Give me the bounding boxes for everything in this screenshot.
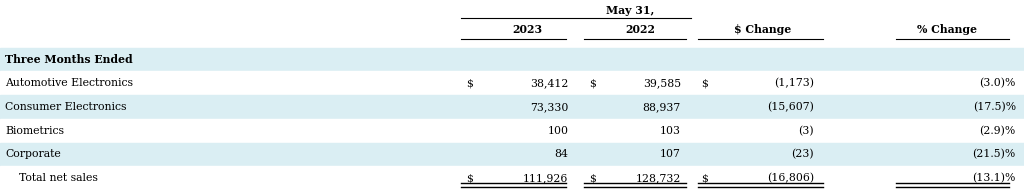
Text: 2022: 2022 — [625, 24, 655, 35]
Bar — [0, 142, 1024, 166]
Text: (1,173): (1,173) — [774, 78, 814, 88]
Text: Consumer Electronics: Consumer Electronics — [5, 102, 127, 112]
Text: Biometrics: Biometrics — [5, 126, 65, 136]
Text: (13.1)%: (13.1)% — [973, 173, 1016, 183]
Bar — [0, 166, 1024, 190]
Text: $: $ — [589, 78, 596, 88]
Text: 73,330: 73,330 — [530, 102, 568, 112]
Text: $ Change: $ Change — [734, 24, 792, 35]
Text: 88,937: 88,937 — [643, 102, 681, 112]
Text: (15,607): (15,607) — [767, 102, 814, 112]
Bar — [0, 95, 1024, 119]
Bar — [0, 48, 1024, 71]
Text: Three Months Ended: Three Months Ended — [5, 54, 133, 65]
Text: 111,926: 111,926 — [523, 173, 568, 183]
Text: (3): (3) — [799, 125, 814, 136]
Text: (3.0)%: (3.0)% — [979, 78, 1016, 88]
Text: Corporate: Corporate — [5, 149, 60, 159]
Text: 39,585: 39,585 — [643, 78, 681, 88]
Bar — [0, 119, 1024, 142]
Text: Total net sales: Total net sales — [5, 173, 98, 183]
Text: (17.5)%: (17.5)% — [973, 102, 1016, 112]
Text: Automotive Electronics: Automotive Electronics — [5, 78, 133, 88]
Text: 107: 107 — [660, 149, 681, 159]
Text: (2.9)%: (2.9)% — [980, 125, 1016, 136]
Text: $: $ — [589, 173, 596, 183]
Text: 2023: 2023 — [512, 24, 543, 35]
Text: (23): (23) — [792, 149, 814, 160]
Text: 38,412: 38,412 — [530, 78, 568, 88]
Text: (16,806): (16,806) — [767, 173, 814, 183]
Bar — [0, 0, 1024, 48]
Text: 84: 84 — [554, 149, 568, 159]
Text: $: $ — [466, 78, 473, 88]
Text: $: $ — [701, 78, 709, 88]
Text: (21.5)%: (21.5)% — [973, 149, 1016, 160]
Text: 100: 100 — [547, 126, 568, 136]
Text: $: $ — [701, 173, 709, 183]
Text: 128,732: 128,732 — [636, 173, 681, 183]
Text: May 31,: May 31, — [605, 5, 654, 16]
Bar — [0, 71, 1024, 95]
Text: 103: 103 — [659, 126, 681, 136]
Text: $: $ — [466, 173, 473, 183]
Text: % Change: % Change — [918, 24, 977, 35]
